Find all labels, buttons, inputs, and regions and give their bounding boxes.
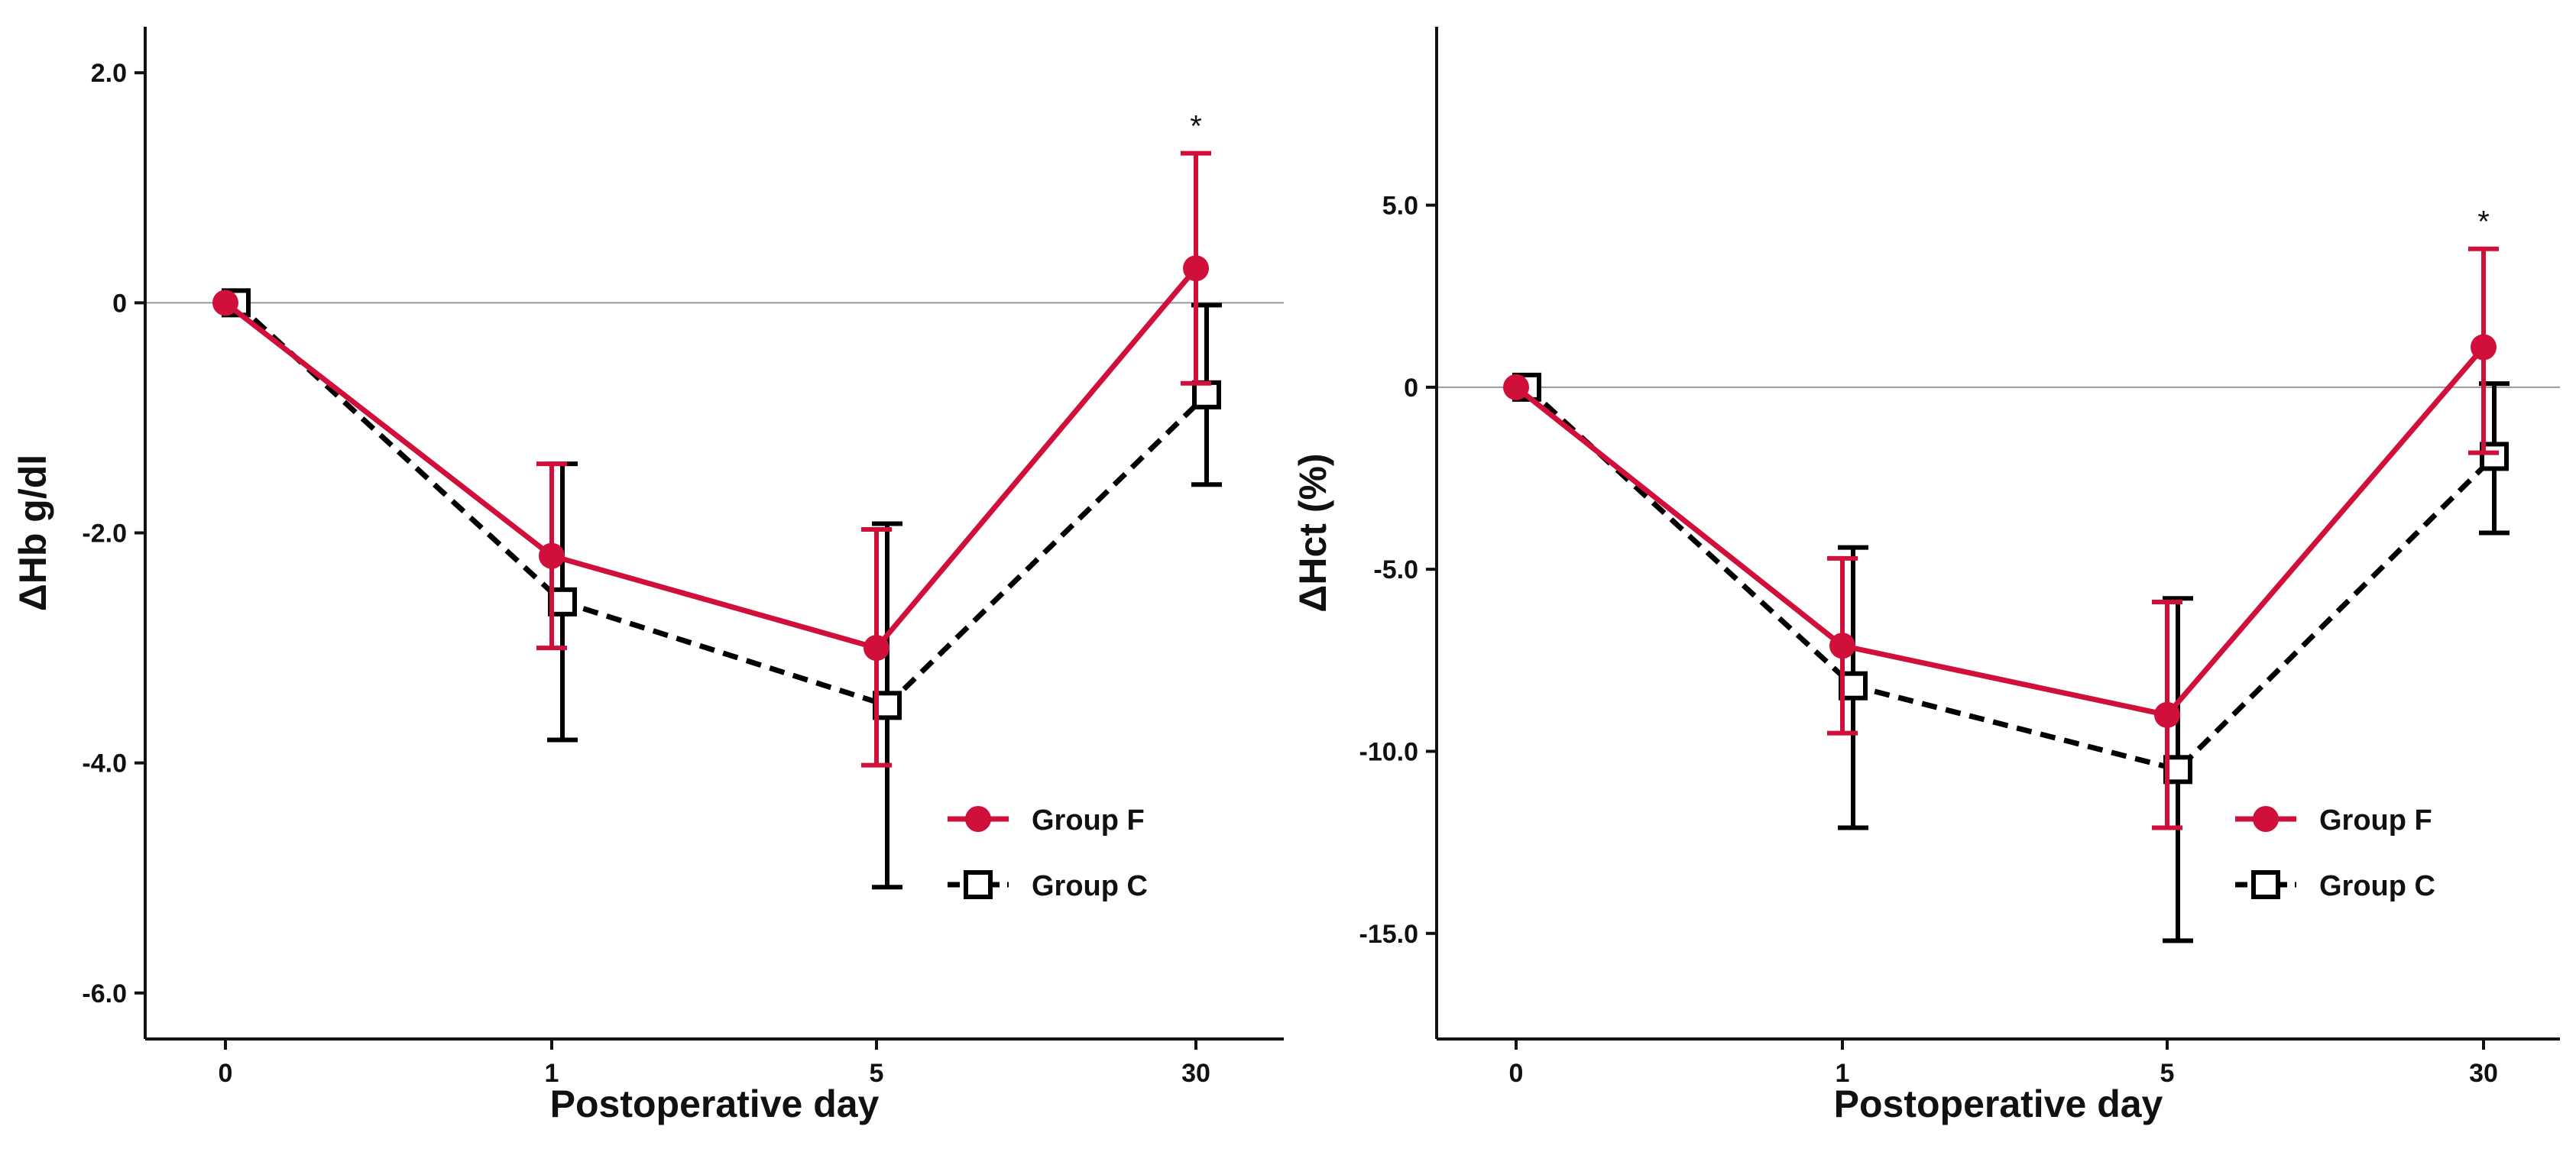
data-point-circle [539, 542, 565, 569]
data-point-square [548, 587, 577, 617]
series-line [1525, 385, 2497, 773]
series-group-f [1503, 246, 2499, 830]
data-point-circle [1829, 633, 1855, 659]
legend-marker-group-c [2251, 870, 2280, 899]
x-tick-label: 30 [2469, 1059, 2498, 1088]
series-group-f [212, 151, 1211, 768]
x-tick-label: 5 [2160, 1059, 2175, 1088]
y-tick-label: -4.0 [82, 749, 127, 778]
series-line [1514, 345, 2486, 718]
y-tick-label: 5.0 [1382, 192, 1418, 221]
data-point-square [1192, 380, 1221, 409]
x-tick-label: 0 [219, 1059, 233, 1088]
x-axis-title: Postoperative day [1834, 1083, 2163, 1125]
data-point-circle [212, 290, 238, 316]
data-point-square [2480, 442, 2509, 471]
data-point-circle [2471, 334, 2497, 361]
y-tick-label: -2.0 [82, 519, 127, 549]
x-tick-label: 1 [1836, 1059, 1850, 1088]
series-line [223, 266, 1198, 652]
data-point-circle [2154, 701, 2180, 728]
legend-label-group-c: Group C [1032, 870, 1148, 902]
series-group-c [1512, 372, 2510, 943]
y-tick-label: -5.0 [1373, 555, 1418, 584]
y-tick-label: -6.0 [82, 979, 127, 1008]
legend-label-group-f: Group F [1032, 804, 1145, 837]
legend: Group F Group C [948, 804, 1148, 902]
data-point-circle [1503, 374, 1529, 400]
series-line [234, 300, 1209, 709]
x-tick-label: 1 [545, 1059, 559, 1088]
series-group-c [222, 288, 1222, 890]
y-tick-label: 0 [1404, 374, 1418, 403]
data-point-square [1839, 671, 1868, 701]
data-point-square [2163, 755, 2192, 785]
data-point-circle [864, 635, 889, 662]
legend-label-group-c: Group C [2319, 870, 2435, 902]
x-axis-title: Postoperative day [550, 1083, 880, 1125]
y-axis-title: ΔHct (%) [1291, 453, 1334, 612]
data-point-square [873, 691, 902, 720]
y-tick-label: -15.0 [1359, 920, 1419, 949]
x-tick-label: 0 [1509, 1059, 1524, 1088]
y-axis-title: ΔHb g/dl [11, 455, 54, 611]
legend-marker-group-c [964, 870, 993, 899]
y-tick-label: 2.0 [91, 59, 127, 88]
legend-marker-group-f [965, 806, 991, 832]
data-point-circle [1183, 255, 1209, 282]
legend: Group F Group C [2235, 804, 2435, 902]
significance-asterisk: * [1190, 110, 1202, 144]
y-tick-label: -10.0 [1359, 737, 1419, 766]
y-tick-label: 0 [112, 289, 127, 318]
legend-label-group-f: Group F [2319, 804, 2432, 837]
x-tick-label: 30 [1181, 1059, 1210, 1088]
x-tick-label: 5 [870, 1059, 884, 1088]
significance-asterisk: * [2477, 206, 2490, 239]
legend-marker-group-f [2253, 806, 2279, 832]
